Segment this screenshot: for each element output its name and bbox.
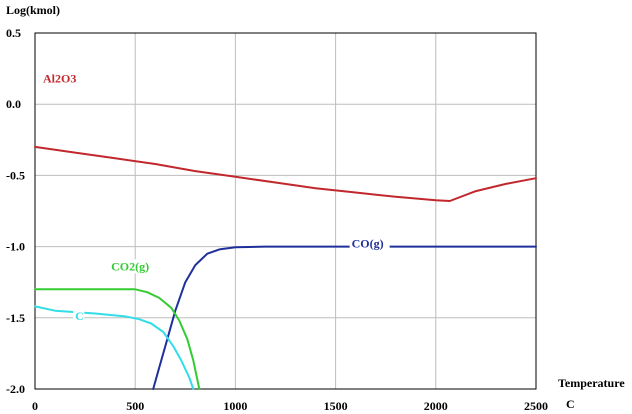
x-tick-label: 500 bbox=[126, 399, 144, 413]
series-label-background bbox=[41, 71, 82, 86]
series-line-c bbox=[34, 305, 195, 390]
x-tick-label: 2500 bbox=[524, 399, 548, 413]
y-tick-label: 0.5 bbox=[6, 26, 21, 40]
grid-lines bbox=[34, 32, 537, 390]
y-tick-label: -1.0 bbox=[6, 240, 25, 254]
series-labels: Al2O3 CO(g) CO2(g) C bbox=[41, 71, 390, 324]
series-label: C bbox=[75, 309, 84, 323]
y-tick-label: -0.5 bbox=[6, 168, 25, 182]
x-tick-label: 2000 bbox=[424, 399, 448, 413]
series-label-background bbox=[109, 259, 157, 274]
series-label-background bbox=[73, 309, 85, 324]
y-tick-label: 0.0 bbox=[6, 97, 21, 111]
series-label: CO(g) bbox=[352, 237, 384, 251]
x-tick-label: 1500 bbox=[324, 399, 348, 413]
y-tick-label: -1.5 bbox=[6, 311, 25, 325]
tick-labels: 0 500 1000 1500 2000 2500 0.5 0.0 -0.5 -1.0 -1.5 -2… bbox=[6, 26, 548, 413]
x-tick-label: 0 bbox=[32, 399, 38, 413]
x-axis-title: Temperature bbox=[558, 376, 625, 390]
series-label: CO2(g) bbox=[111, 259, 149, 273]
y-tick-label: -2.0 bbox=[6, 382, 25, 396]
y-axis-title: Log(kmol) bbox=[6, 3, 60, 17]
x-axis-unit: C bbox=[566, 397, 575, 411]
series-label: Al2O3 bbox=[43, 71, 76, 85]
x-tick-label: 1000 bbox=[223, 399, 247, 413]
series-line-al2o3 bbox=[34, 145, 537, 202]
series-label-background bbox=[349, 236, 390, 251]
plot-frame bbox=[34, 32, 537, 390]
series-layer bbox=[34, 145, 537, 390]
series-line-co2-g bbox=[34, 288, 201, 390]
